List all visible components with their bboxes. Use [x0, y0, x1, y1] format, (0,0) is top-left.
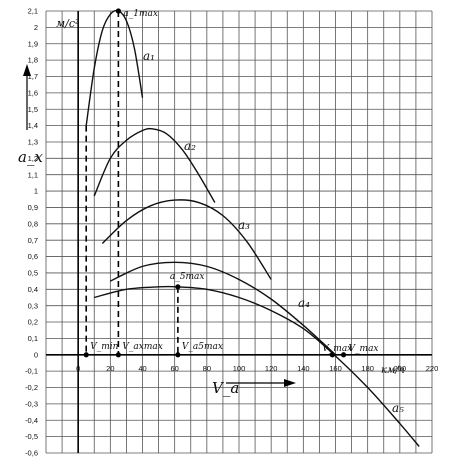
- y-tick-label: -0,2: [25, 383, 38, 392]
- x-tick-label: 80: [203, 364, 211, 373]
- series-label: a₄: [298, 296, 310, 310]
- x-tick-label: 180: [361, 364, 374, 373]
- y-tick-label: -0,4: [25, 416, 38, 425]
- reference-lines: V_min V_axmax V_a5max: [85, 11, 223, 355]
- x-tick-label: 60: [170, 364, 178, 373]
- data-point: [340, 352, 347, 358]
- y-tick-label: -0,5: [25, 432, 38, 441]
- series-label: a₅: [392, 401, 404, 415]
- axes: [46, 11, 432, 453]
- data-point: [175, 352, 181, 358]
- y-tick-label: -0,1: [25, 367, 38, 376]
- y-tick-label: 0,7: [28, 236, 38, 245]
- y-tick-label: 0,1: [28, 334, 38, 343]
- x-tick-label: 220: [426, 364, 439, 373]
- x-tick-label: 20: [106, 364, 114, 373]
- y-tick-label: 1,6: [28, 88, 38, 97]
- series-curve: [101, 199, 272, 280]
- y-tick-label: 0,3: [28, 301, 38, 310]
- series-curve: [93, 127, 216, 203]
- x-axis-arrow-head: [284, 379, 296, 387]
- y-tick-label: 0,2: [28, 318, 38, 327]
- x-tick-label: 160: [329, 364, 342, 373]
- series-label: a₂: [184, 139, 196, 153]
- annotation: a_5max: [170, 272, 205, 282]
- annotation: a_1max: [123, 9, 158, 19]
- y-tick-label: 0: [34, 350, 38, 359]
- y-axis-arrow-head: [23, 64, 31, 76]
- y-tick-label: 1,1: [28, 170, 38, 179]
- x-unit-label: км/ч: [381, 365, 405, 376]
- y-tick-label: 1,3: [28, 138, 38, 147]
- y-tick-label: -0,6: [25, 449, 38, 458]
- data-point: [115, 8, 121, 14]
- reference-label: V_min: [90, 342, 118, 352]
- y-tick-label: 1,4: [28, 121, 38, 130]
- y-tick-label: 2: [34, 23, 38, 32]
- y-tick-label: 0,4: [28, 285, 38, 294]
- y-unit-label: м/с²: [56, 17, 79, 30]
- data-point: [83, 352, 89, 358]
- x-tick-label: 140: [297, 364, 310, 373]
- y-axis-label: a_x: [18, 148, 43, 166]
- y-tick-label: 0,6: [28, 252, 38, 261]
- y-tick-label: 1,8: [28, 56, 38, 65]
- y-tick-label: 0,5: [28, 269, 38, 278]
- x-tick-label: 100: [233, 364, 246, 373]
- series-curve: [94, 285, 420, 447]
- x-tick-label: 120: [265, 364, 278, 373]
- y-tick-label: 2,1: [28, 7, 38, 16]
- y-tick-label: -0,3: [25, 399, 38, 408]
- y-tick-label: 1,5: [28, 105, 38, 114]
- reference-label: V_a5max: [182, 342, 223, 352]
- tick-labels: 2,1 2 1,9 1,8 1,7 1,6 1,5 1,4 1,3 1,2 1,1 1 0,9 0,8 0,…: [25, 7, 438, 458]
- annotation: V_max: [349, 344, 379, 354]
- y-tick-label: 1,7: [28, 72, 38, 81]
- data-point: [175, 284, 181, 290]
- y-tick-label: 0,8: [28, 219, 38, 228]
- x-tick-label: 0: [76, 364, 80, 373]
- x-tick-label: 40: [138, 364, 146, 373]
- series-label: a₁: [143, 49, 155, 63]
- data-point: [115, 352, 121, 358]
- marked-points: [83, 8, 347, 358]
- x-axis-label: V_a: [212, 379, 239, 397]
- reference-label: V_axmax: [122, 342, 162, 352]
- y-tick-label: 0,9: [28, 203, 38, 212]
- y-tick-label: 1,9: [28, 39, 38, 48]
- x-tick-label: 200: [394, 364, 407, 373]
- series-label: a₃: [238, 218, 250, 232]
- data-point: [329, 352, 335, 358]
- curves: a₁ a₂ a₃ a₄ a₅: [85, 9, 420, 447]
- annotation: V_max: [322, 344, 352, 354]
- y-tick-label: 1: [34, 187, 38, 196]
- series-curve: [110, 261, 336, 356]
- series-curve: [85, 9, 144, 126]
- y-tick-label: 1,2: [28, 154, 38, 163]
